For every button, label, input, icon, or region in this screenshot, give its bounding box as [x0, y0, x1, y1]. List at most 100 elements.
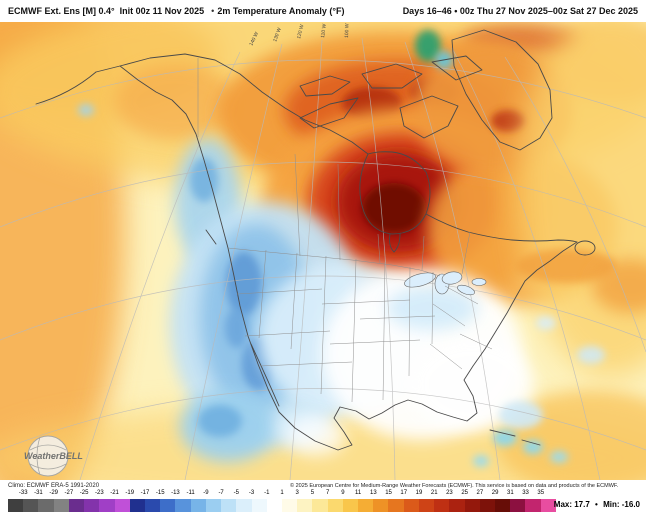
- init-time: Init 00z 11 Nov 2025: [119, 6, 205, 16]
- state-borders: [197, 58, 493, 403]
- colorbar-tick: -13: [171, 490, 180, 496]
- colorbar-tick: 31: [506, 490, 514, 496]
- colorbar-tick: -17: [140, 490, 150, 496]
- colorbar-tick: -31: [34, 490, 43, 496]
- colorbar-cell: [144, 499, 161, 512]
- colorbar-tick: -33: [18, 490, 28, 496]
- colorbar-cell: [23, 499, 39, 512]
- colorbar-tick: 17: [400, 490, 408, 496]
- min-value: Min: -16.0: [603, 500, 640, 509]
- valid-range: Days 16–46 • 00z Thu 27 Nov 2025–00z Sat…: [402, 6, 638, 16]
- maxmin-readout: Max: 17.7 • Min: -16.0: [554, 500, 640, 509]
- colorbar-cell: [175, 499, 191, 512]
- colorbar-cell: [464, 499, 480, 512]
- colorbar-tick: -19: [125, 490, 135, 496]
- colorbar-tick: -7: [218, 490, 224, 496]
- colorbar-tick: -15: [155, 490, 165, 496]
- colorbar-tick: -1: [264, 490, 270, 496]
- model-name: ECMWF Ext. Ens [M] 0.4°: [8, 6, 115, 16]
- maxmin-separator: •: [595, 500, 598, 509]
- watermark-text: WeatherBELL: [24, 451, 83, 461]
- colorbar-tick: 3: [295, 490, 299, 496]
- meridian-label: 130 W: [272, 27, 283, 43]
- meridian-label: 110 W: [320, 23, 328, 38]
- colorbar-tick: 13: [369, 490, 377, 496]
- colorbar-cell: [495, 499, 511, 512]
- meridian-label: 120 W: [296, 24, 305, 40]
- meridian-labels: 140 W 130 W 120 W 110 W 100 W: [248, 23, 350, 47]
- colorbar-tick: -9: [203, 490, 209, 496]
- colorbar-cell: [327, 499, 343, 512]
- colorbar-cell: [312, 499, 328, 512]
- colorbar-tick: -25: [79, 490, 89, 496]
- colorbar-cell: [38, 499, 54, 512]
- colorbar-tick: 21: [430, 490, 438, 496]
- field-name: 2m Temperature Anomaly (°F): [217, 6, 345, 16]
- title-bar: ECMWF Ext. Ens [M] 0.4° Init 00z 11 Nov …: [0, 0, 646, 22]
- climo-note: Climo: ECMWF ERA-5 1991-2020: [8, 483, 100, 489]
- colorbar-tick: -29: [49, 490, 58, 496]
- colorbar-cell: [434, 499, 450, 512]
- colorbar-tick: -5: [233, 490, 239, 496]
- colorbar-cell: [281, 499, 298, 512]
- colorbar-tick: 9: [341, 490, 345, 496]
- colorbar-cell: [540, 499, 556, 512]
- colorbar-ticks: -33 -31 -29 -27 -25 -23 -21 -19 -17 -15 -13 -11 -9 -7…: [8, 490, 556, 498]
- colorbar-cell: [68, 499, 85, 512]
- colorbar-cell: [297, 499, 313, 512]
- coastlines: [35, 29, 596, 451]
- colorbar-cell: [114, 499, 130, 512]
- title-separator: •: [211, 6, 215, 16]
- colorbar-cell: [479, 499, 495, 512]
- colorbar-tick: 23: [446, 490, 453, 496]
- colorbar-cell: [251, 499, 267, 512]
- colorbar-tick: 35: [537, 490, 545, 496]
- colorbar-cell: [418, 499, 435, 512]
- colorbar-cell: [84, 499, 100, 512]
- colorbar-cell: [266, 499, 282, 512]
- colorbar-cell: [221, 499, 237, 512]
- colorbar-cell: [236, 499, 252, 512]
- colorbar-cell: [510, 499, 526, 512]
- weatherbell-logo: WeatherBELL: [24, 435, 83, 477]
- colorbar-tick: 27: [476, 490, 484, 496]
- colorbar-cell: [99, 499, 115, 512]
- colorbar-cell: [525, 499, 541, 512]
- colorbar-tick: 33: [522, 490, 529, 496]
- colorbar-tick: 29: [491, 490, 499, 496]
- colorbar-cell: [449, 499, 465, 512]
- meridian-label: 140 W: [248, 31, 260, 47]
- colorbar-tick: 19: [415, 490, 423, 496]
- max-value: Max: 17.7: [553, 500, 590, 509]
- colorbar-tick: 5: [310, 490, 315, 496]
- colorbar-cell: [190, 499, 206, 512]
- colorbar-tick: -11: [186, 490, 195, 496]
- colorbar-tick: -3: [248, 490, 255, 496]
- colorbar-cell: [8, 499, 24, 512]
- colorbar-cell: [342, 499, 359, 512]
- colorbar-strip: [8, 499, 556, 512]
- colorbar-cell: [205, 499, 222, 512]
- colorbar-tick: 11: [354, 490, 362, 496]
- colorbar-tick: 25: [461, 490, 468, 496]
- great-lakes: [404, 271, 487, 296]
- colorbar-tick: -27: [64, 490, 74, 496]
- colorbar-cell: [403, 499, 419, 512]
- colorbar-cell: [129, 499, 145, 512]
- colorbar-tick: -23: [94, 490, 104, 496]
- colorbar-tick: -21: [110, 490, 119, 496]
- colorbar-cell: [358, 499, 374, 512]
- colorbar-tick: 15: [385, 490, 392, 496]
- colorbar-tick: 1: [280, 490, 284, 496]
- colorbar-cell: [53, 499, 69, 512]
- meridian-label: 100 W: [344, 23, 351, 38]
- colorbar-tick: 7: [325, 490, 330, 496]
- colorbar-cell: [388, 499, 404, 512]
- colorbar-cell: [160, 499, 176, 512]
- colorbar-cell: [373, 499, 389, 512]
- colorbar: -33 -31 -29 -27 -25 -23 -21 -19 -17 -15 -13 -11 -9 -7…: [8, 490, 556, 514]
- copyright-note: © 2025 European Centre for Medium-Range …: [290, 483, 619, 489]
